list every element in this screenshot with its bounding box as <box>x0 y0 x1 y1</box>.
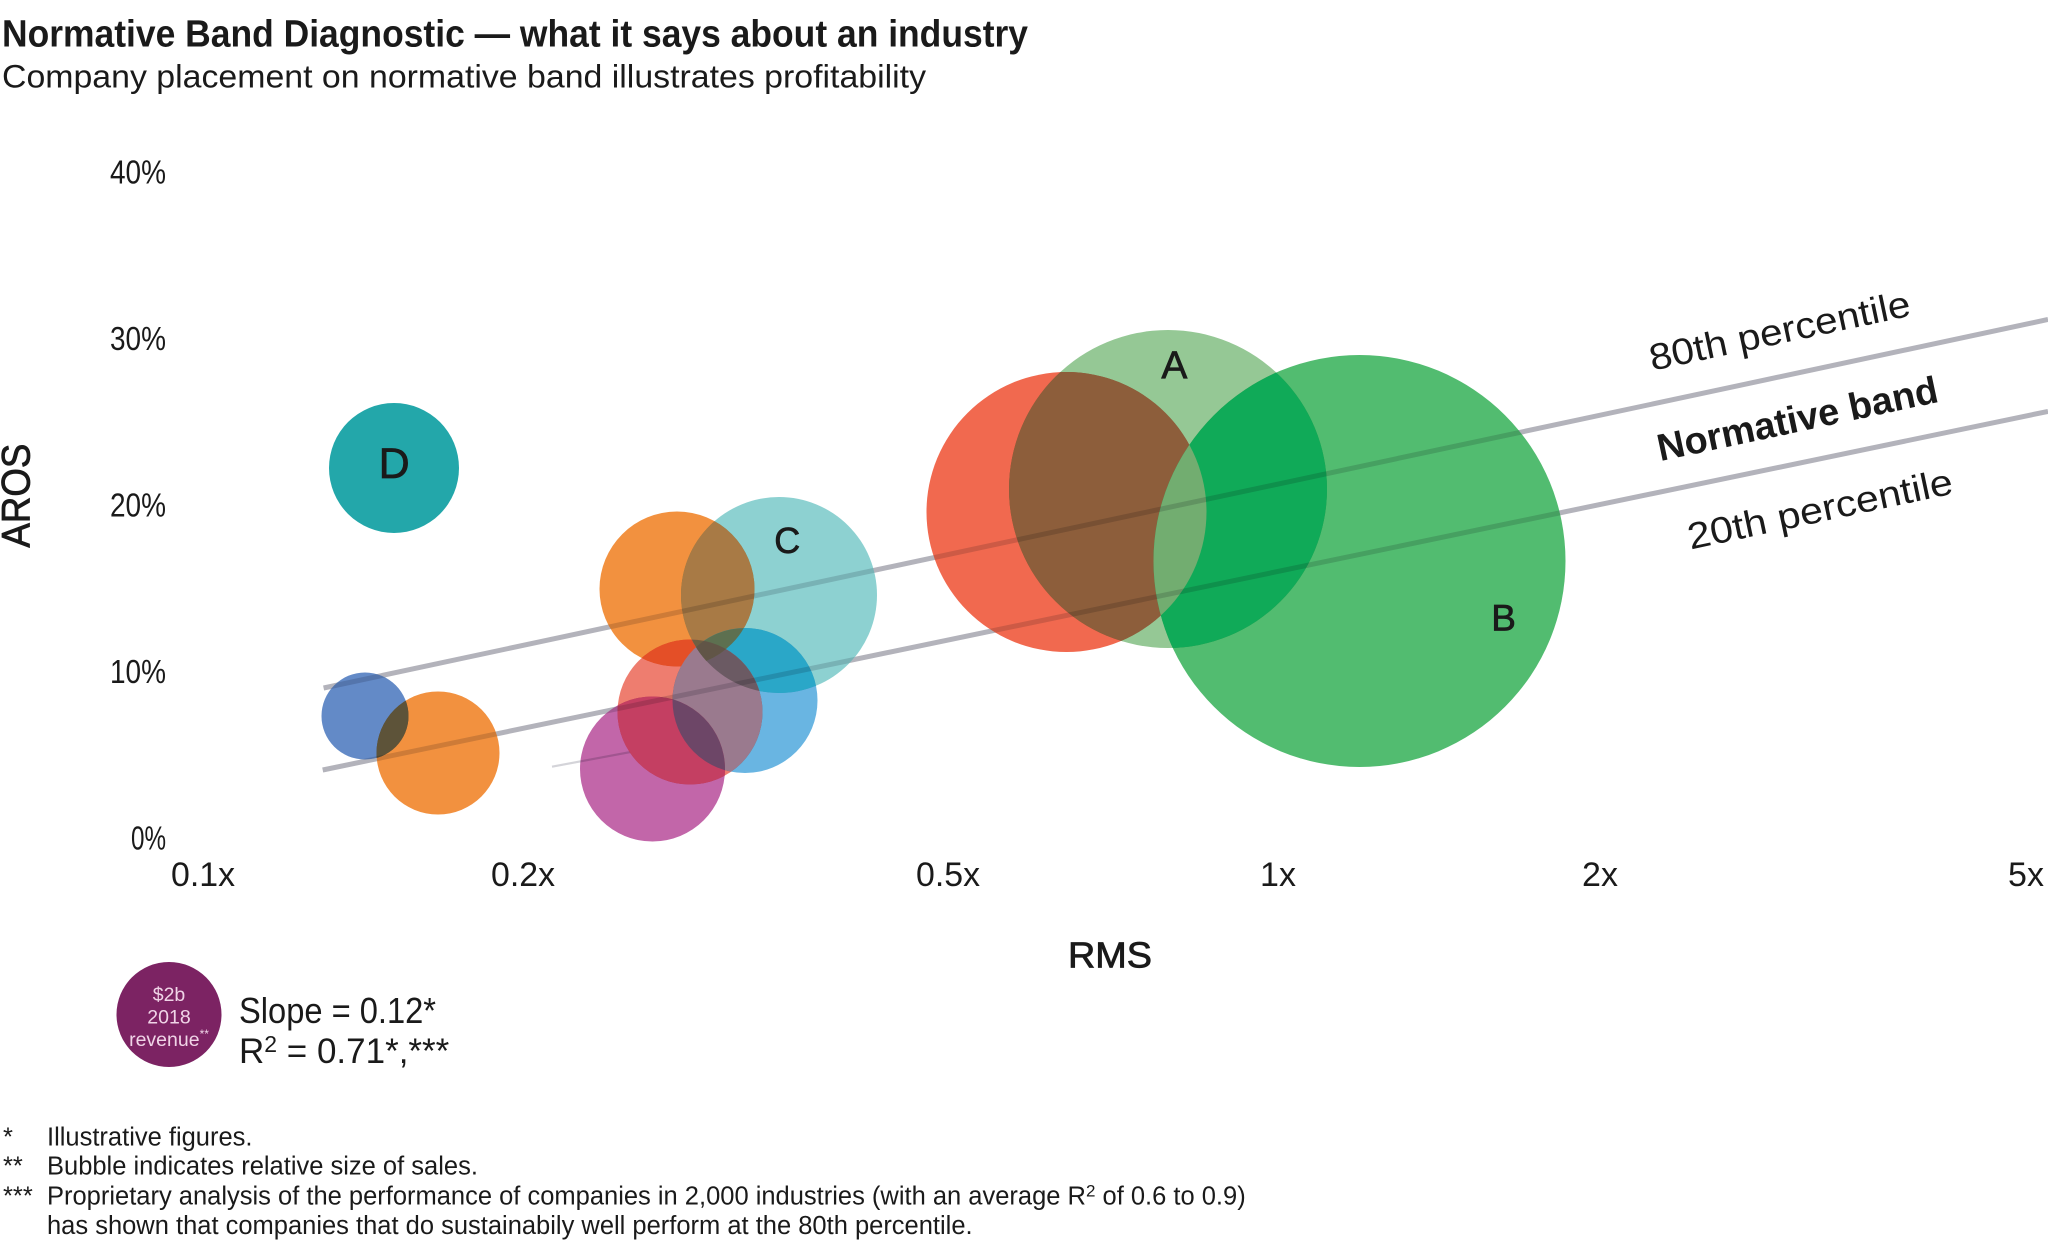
svg-text:0.1x: 0.1x <box>171 856 235 894</box>
svg-text:revenue**: revenue** <box>129 1027 209 1051</box>
svg-text:20%: 20% <box>110 487 166 524</box>
svg-text:Company placement on normative: Company placement on normative band illu… <box>2 59 926 95</box>
svg-text:1x: 1x <box>1260 856 1296 894</box>
svg-text:R2 = 0.71*,***: R2 = 0.71*,*** <box>239 1031 450 1071</box>
svg-text:30%: 30% <box>110 320 166 357</box>
svg-text:RMS: RMS <box>1068 935 1152 976</box>
svg-text:Bubble indicates relative size: Bubble indicates relative size of sales. <box>47 1153 478 1181</box>
svg-text:Illustrative figures.: Illustrative figures. <box>47 1124 253 1152</box>
svg-text:0%: 0% <box>131 820 166 857</box>
svg-text:B: B <box>1491 598 1516 639</box>
svg-text:5x: 5x <box>2008 856 2044 894</box>
svg-text:AROS: AROS <box>0 444 39 548</box>
svg-text:A: A <box>1161 345 1187 388</box>
svg-text:40%: 40% <box>110 154 166 191</box>
svg-text:**: ** <box>3 1153 23 1181</box>
svg-text:***: *** <box>3 1182 33 1210</box>
svg-text:Normative Band Diagnostic — wh: Normative Band Diagnostic — what it says… <box>2 14 1028 56</box>
svg-text:0.2x: 0.2x <box>491 856 555 894</box>
svg-text:2018: 2018 <box>147 1007 190 1029</box>
svg-text:Proprietary analysis of the pe: Proprietary analysis of the performance … <box>47 1181 1246 1210</box>
svg-text:*: * <box>3 1124 13 1152</box>
svg-text:Slope = 0.12*: Slope = 0.12* <box>239 990 436 1031</box>
svg-text:C: C <box>774 520 800 561</box>
svg-text:2x: 2x <box>1582 856 1618 894</box>
svg-text:D: D <box>379 440 410 488</box>
svg-text:10%: 10% <box>110 653 166 690</box>
svg-text:has shown that companies that: has shown that companies that do sustain… <box>47 1212 973 1240</box>
svg-text:$2b: $2b <box>153 984 186 1006</box>
svg-text:0.5x: 0.5x <box>916 856 980 894</box>
